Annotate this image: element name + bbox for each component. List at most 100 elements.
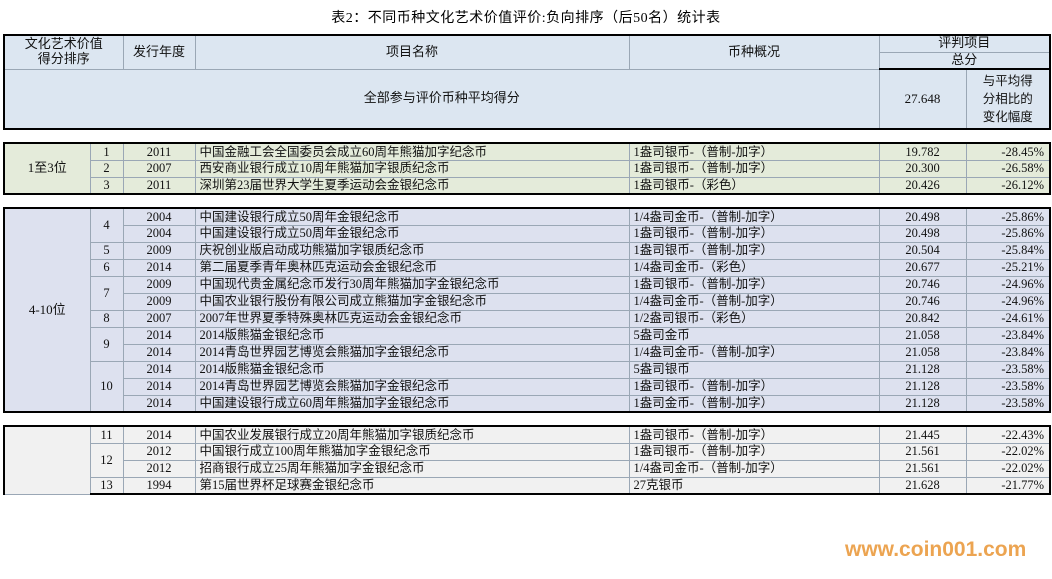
row-change-vs-average: -22.43% [965,425,1052,444]
row-project-name: 2014版熊猫金银纪念币 [194,360,630,379]
header-rank-order-line2: 得分排序 [37,51,90,67]
group-label [3,425,91,495]
table-header-row-2: 总分 [4,51,1052,70]
table-header-row: 文化艺术价值 得分排序 发行年度 项目名称 币种概况 评判项目 [3,34,1052,70]
negative-ranking-table: 文化艺术价值 得分排序 发行年度 项目名称 币种概况 评判项目 总分 全部参与评价币种平均得分… [3,34,1052,495]
row-change-vs-average: -26.12% [965,176,1052,195]
row-currency-overview: 1/4盎司金币-（普制-加字） [628,292,880,311]
row-total-score: 21.058 [878,343,967,362]
row-project-name: 中国农业银行股份有限公司成立熊猫加字金银纪念币 [194,292,630,311]
row-total-score: 20.300 [878,159,967,178]
row-issue-year: 2011 [122,142,196,161]
row-change-vs-average: -24.96% [965,292,1052,311]
row-rank: 7 [89,275,124,311]
row-issue-year: 2014 [122,360,196,379]
header-rank-order: 文化艺术价值 得分排序 [3,34,124,70]
row-change-vs-average: -21.77% [965,476,1052,495]
row-project-name: 2007年世界夏季特殊奥林匹克运动会金银纪念币 [194,309,630,328]
row-project-name: 庆祝创业版启动成功熊猫加字银质纪念币 [194,241,630,260]
group-spacer [3,128,1051,144]
average-label: 全部参与评价币种平均得分 [3,68,880,130]
row-project-name: 中国建设银行成立50周年金银纪念币 [194,224,630,243]
row-project-name: 西安商业银行成立10周年熊猫加字银质纪念币 [194,159,630,178]
row-currency-overview: 1/2盎司银币-（彩色） [628,309,880,328]
row-project-name: 中国农业发展银行成立20周年熊猫加字银质纪念币 [194,425,630,444]
row-change-vs-average: -25.21% [965,258,1052,277]
row-change-vs-average: -25.84% [965,241,1052,260]
row-total-score: 20.746 [878,292,967,311]
group-label: 4-10位 [3,207,91,413]
row-change-vs-average: -24.61% [965,309,1052,328]
header-issue-year: 发行年度 [122,34,196,70]
header-review-item: 评判项目 [878,34,1052,53]
row-rank: 13 [89,476,124,495]
row-currency-overview: 1/4盎司金币-（普制-加字） [628,207,880,226]
site-watermark: www.coin001.com [845,538,1027,561]
row-issue-year: 2014 [122,394,196,413]
row-project-name: 招商银行成立25周年熊猫加字金银纪念币 [194,459,630,478]
row-issue-year: 2014 [122,343,196,362]
row-rank: 5 [89,241,124,260]
header-currency-overview: 币种概况 [628,34,880,70]
row-currency-overview: 1盎司银币-（普制-加字） [628,377,880,396]
table-row: 9 2014 2014版熊猫金银纪念币 5盎司金币 21.058 -23.84% [4,326,1052,362]
row-change-vs-average: -26.58% [965,159,1052,178]
change-line1: 与平均得 [982,73,1033,88]
table-row: 2 2007 西安商业银行成立10周年熊猫加字银质纪念币 1盎司银币-（普制-加字） 2… [4,159,1052,178]
row-change-vs-average: -23.84% [965,326,1052,345]
row-currency-overview: 1盎司金币-（普制-加字） [628,394,880,413]
change-line2: 分相比的 [982,91,1033,106]
row-project-name: 深圳第23届世界大学生夏季运动会金银纪念币 [194,176,630,195]
row-change-vs-average: -25.86% [965,224,1052,243]
row-rank: 6 [89,258,124,277]
row-rank: 4 [89,207,124,243]
table-row: 8 2007 2007年世界夏季特殊奥林匹克运动会金银纪念币 1/2盎司银币-（彩色）… [4,309,1052,328]
row-project-name: 2014青岛世界园艺博览会熊猫加字金银纪念币 [194,377,630,396]
row-total-score: 19.782 [878,142,967,161]
row-project-name: 中国金融工会全国委员会成立60周年熊猫加字纪念币 [194,142,630,161]
row-currency-overview: 1盎司银币-（普制-加字） [628,275,880,294]
row-issue-year: 2014 [122,326,196,345]
average-row: 全部参与评价币种平均得分 27.648 与平均得 分相比的 变化幅度 [3,68,1052,130]
row-issue-year: 2014 [122,425,196,444]
row-project-name: 中国银行成立100周年熊猫加字金银纪念币 [194,442,630,461]
row-currency-overview: 1/4盎司金币-（彩色） [628,258,880,277]
header-total-score: 总分 [878,51,1052,70]
row-project-name: 第二届夏季青年奥林匹克运动会金银纪念币 [194,258,630,277]
table-row: 3 2011 深圳第23届世界大学生夏季运动会金银纪念币 1盎司银币-（彩色） 20.4… [4,176,1052,195]
row-total-score: 21.561 [878,459,967,478]
row-issue-year: 2011 [122,176,196,195]
header-project-name: 项目名称 [194,34,630,70]
row-currency-overview: 1盎司银币-（普制-加字） [628,224,880,243]
row-total-score: 20.677 [878,258,967,277]
table-row: 2014 2014青岛世界园艺博览会熊猫加字金银纪念币 1/4盎司金币-（普制-加字… [4,343,1052,362]
table-row: 12 2012 中国银行成立100周年熊猫加字金银纪念币 1盎司银币-（普制-加字） 2… [4,442,1052,478]
row-total-score: 21.128 [878,394,967,413]
row-change-vs-average: -22.02% [965,442,1052,461]
change-line3: 变化幅度 [982,110,1033,125]
row-currency-overview: 1盎司银币-（普制-加字） [628,442,880,461]
row-total-score: 21.128 [878,360,967,379]
row-total-score: 21.561 [878,442,967,461]
row-issue-year: 2007 [122,159,196,178]
row-change-vs-average: -23.58% [965,377,1052,396]
header-rank-order-line1: 文化艺术价值 [24,36,103,52]
row-change-vs-average: -22.02% [965,459,1052,478]
table-row: 5 2009 庆祝创业版启动成功熊猫加字银质纪念币 1盎司银币-（普制-加字） 20.5… [4,241,1052,260]
group-label: 1至3位 [3,142,91,195]
group-spacer-cell [3,411,1051,427]
row-project-name: 2014青岛世界园艺博览会熊猫加字金银纪念币 [194,343,630,362]
row-issue-year: 2014 [122,258,196,277]
table-row: 2014 中国建设银行成立60周年熊猫加字金银纪念币 1盎司金币-（普制-加字） 21… [4,394,1052,413]
table-row: 2014 2014青岛世界园艺博览会熊猫加字金银纪念币 1盎司银币-（普制-加字） 2… [4,377,1052,396]
row-issue-year: 2012 [122,442,196,461]
row-project-name: 2014版熊猫金银纪念币 [194,326,630,345]
row-currency-overview: 1盎司银币-（普制-加字） [628,142,880,161]
row-issue-year: 2004 [122,224,196,243]
row-issue-year: 2014 [122,377,196,396]
row-project-name: 中国建设银行成立50周年金银纪念币 [194,207,630,226]
group-spacer [3,193,1051,209]
row-currency-overview: 1盎司银币-（普制-加字） [628,425,880,444]
row-issue-year: 2009 [122,241,196,260]
row-total-score: 20.498 [878,224,967,243]
